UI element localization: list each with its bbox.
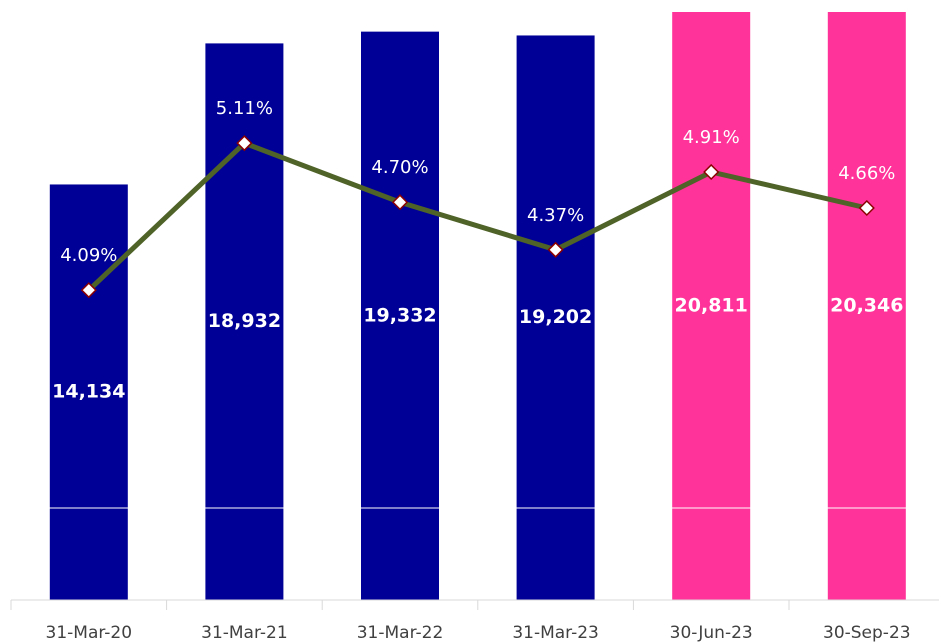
- bar: [49, 184, 128, 600]
- line-marker: [236, 135, 253, 152]
- x-tick-label: 31-Mar-21: [201, 623, 288, 643]
- bar-value-label: 14,134: [52, 381, 125, 403]
- line-marker: [547, 241, 564, 258]
- bar-value-label: 18,932: [208, 310, 281, 332]
- line-value-label: 4.09%: [60, 245, 117, 266]
- line-marker: [80, 282, 97, 299]
- x-tick-label: 31-Mar-22: [357, 623, 444, 643]
- line: [87, 140, 868, 292]
- line-value-label: 4.70%: [371, 157, 428, 178]
- bar: [361, 31, 439, 600]
- bars: [11, 12, 939, 600]
- bar-value-label: 19,202: [519, 306, 592, 328]
- x-tick-label: 30-Sep-23: [823, 623, 911, 643]
- line-marker: [391, 194, 409, 211]
- line-marker: [858, 199, 875, 217]
- x-tick-label: 31-Mar-23: [512, 623, 599, 643]
- x-tick-label: 30-Jun-23: [670, 623, 753, 643]
- bar-value-label: 19,332: [363, 304, 436, 326]
- bar: [516, 35, 595, 600]
- line-value-label: 4.37%: [527, 205, 584, 226]
- line-marker: [703, 163, 720, 181]
- bar-value-label: 20,346: [830, 295, 903, 317]
- bar: [672, 12, 751, 600]
- line-value-label: 4.91%: [683, 127, 740, 148]
- line-value-label: 4.66%: [838, 163, 895, 184]
- bar: [827, 12, 906, 600]
- bar-value-label: 20,811: [675, 295, 748, 317]
- line-value-label: 5.11%: [216, 98, 273, 119]
- x-tick-label: 31-Mar-20: [46, 623, 133, 643]
